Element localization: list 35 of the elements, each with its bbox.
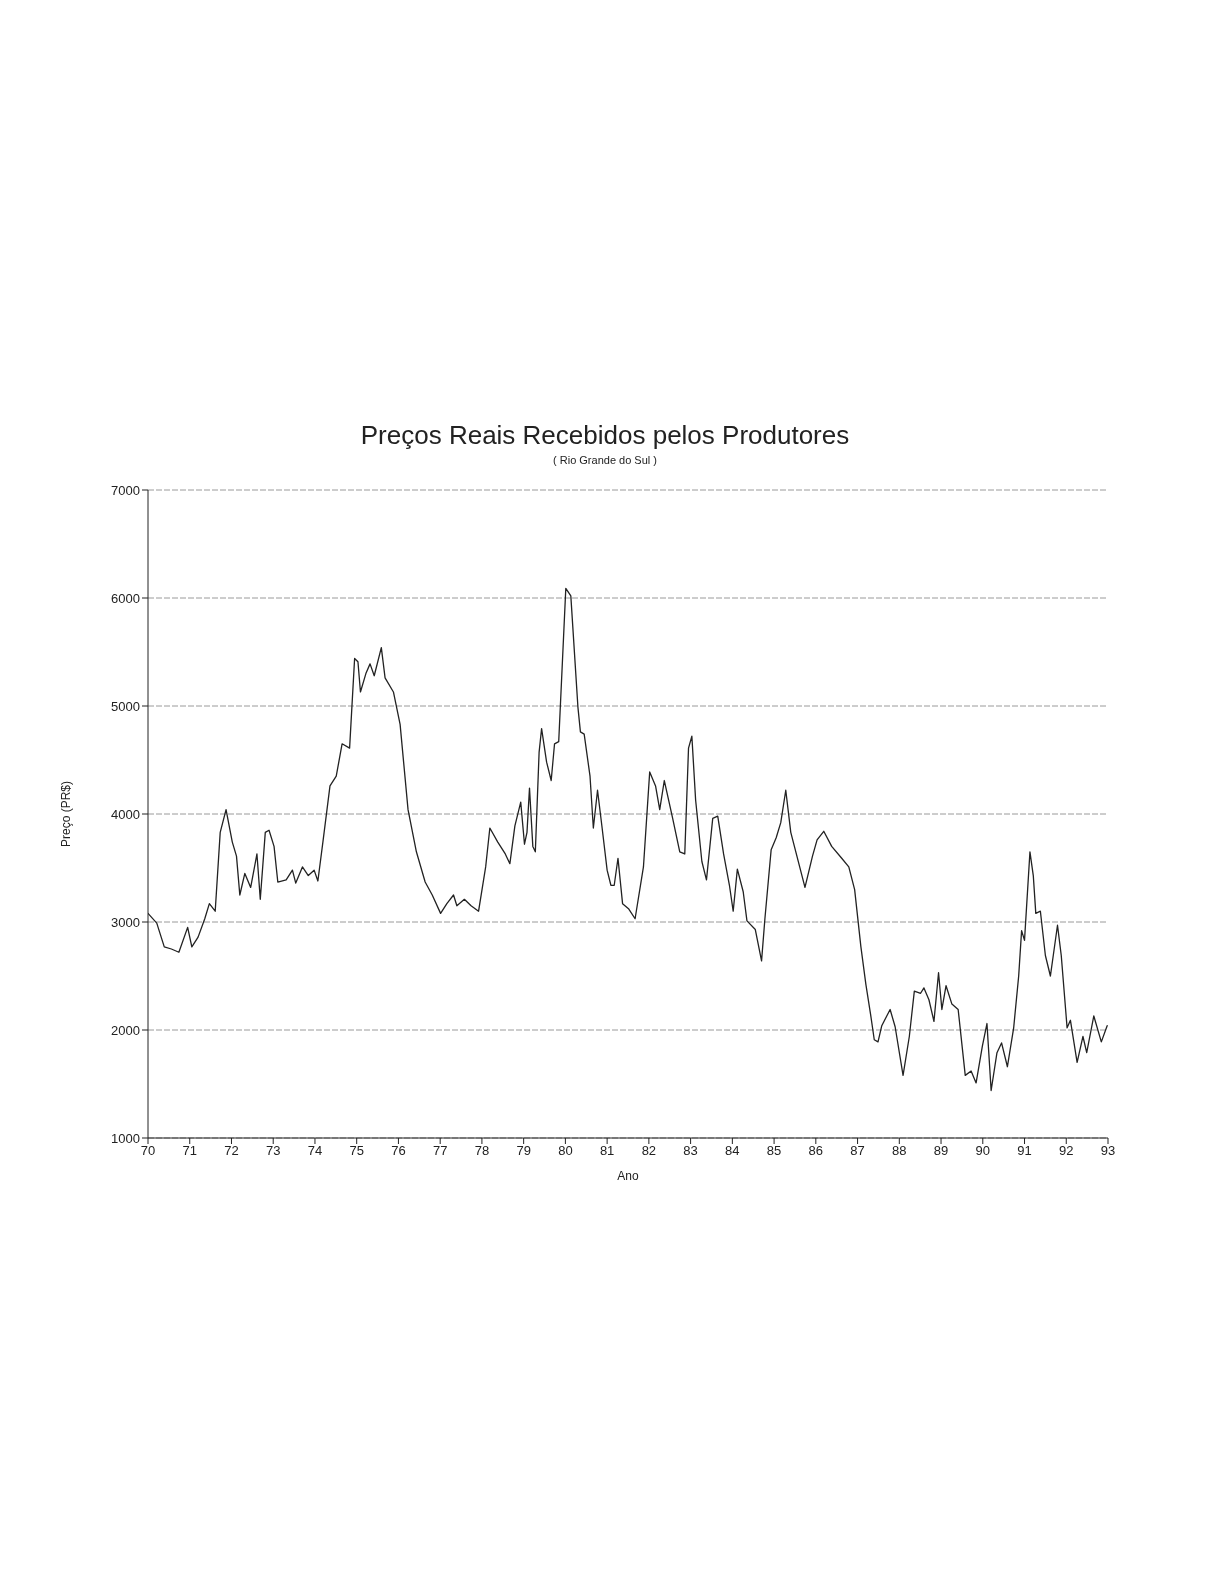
x-tick-label: 77: [432, 1143, 448, 1159]
x-tick-label: 81: [599, 1143, 615, 1159]
y-axis-title: Preço (PR$): [59, 780, 74, 848]
y-tick-label: 5000: [111, 698, 140, 714]
x-tick-label: 93: [1100, 1143, 1116, 1159]
y-tick-label: 2000: [111, 1022, 140, 1038]
x-tick-label: 70: [140, 1143, 156, 1159]
x-tick-label: 84: [725, 1143, 740, 1159]
chart-subtitle: ( Rio Grande do Sul ): [552, 454, 658, 466]
x-tick-label: 86: [808, 1143, 824, 1159]
x-tick-label: 80: [558, 1143, 573, 1159]
x-tick-label: 79: [516, 1143, 531, 1159]
x-tick-label: 91: [1017, 1143, 1032, 1159]
x-tick-label: 71: [182, 1143, 197, 1159]
x-tick-label: 73: [265, 1143, 281, 1159]
x-tick-label: 72: [224, 1143, 239, 1159]
y-tick-label: 6000: [111, 590, 140, 606]
x-tick-label: 88: [892, 1143, 907, 1159]
x-tick-label: 83: [683, 1143, 698, 1159]
x-axis-title: Ano: [617, 1169, 639, 1183]
x-tick-label: 89: [933, 1143, 949, 1159]
x-tick-label: 82: [641, 1143, 657, 1159]
x-tick-label: 74: [307, 1143, 323, 1159]
chart-title: Preços Reais Recebidos pelos Produtores: [359, 420, 851, 451]
x-tick-label: 78: [474, 1143, 490, 1159]
x-tick-label: 92: [1059, 1143, 1074, 1159]
y-tick-label: 4000: [111, 806, 140, 822]
y-tick-label: 3000: [111, 914, 140, 930]
x-tick-label: 75: [349, 1143, 364, 1159]
y-tick-label: 7000: [111, 482, 140, 498]
y-tick-label: 1000: [111, 1130, 140, 1146]
x-tick-label: 87: [850, 1143, 865, 1159]
x-tick-label: 85: [766, 1143, 782, 1159]
x-tick-label: 90: [975, 1143, 991, 1159]
x-tick-label: 76: [391, 1143, 406, 1159]
